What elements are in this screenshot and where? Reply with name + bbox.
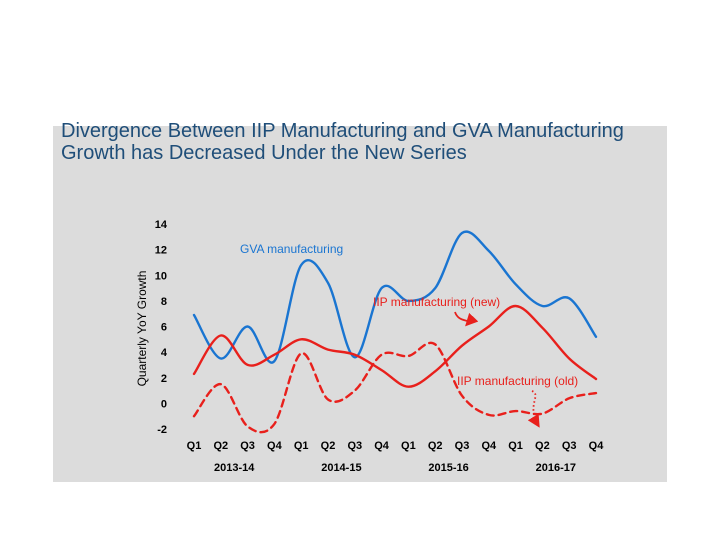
iip-manufacturing-old-line <box>192 341 598 434</box>
series-annotation-label: GVA manufacturing <box>240 242 343 256</box>
y-tick-label: 6 <box>161 322 167 334</box>
series-annotation-label: IIP manufacturing (new) <box>373 295 500 309</box>
year-group-label: 2014-15 <box>321 462 361 474</box>
x-tick-label: Q4 <box>374 440 390 452</box>
iip-manufacturing-new-line <box>192 304 598 388</box>
x-tick-label: Q2 <box>535 440 550 452</box>
x-tick-label: Q3 <box>240 440 255 452</box>
line-chart: 14 12 10 8 6 4 2 0 -2 Quarterly YoY Growth Q1 Q2 Q3 Q… <box>135 219 605 474</box>
y-tick-label: 14 <box>155 219 168 231</box>
y-tick-label: -2 <box>157 424 167 436</box>
x-tick-label: Q4 <box>481 440 497 452</box>
y-tick-label: 0 <box>161 398 167 410</box>
x-tick-label: Q3 <box>347 440 362 452</box>
y-tick-label: 10 <box>155 270 167 282</box>
x-tick-label: Q1 <box>187 440 202 452</box>
gva-manufacturing-line <box>192 230 598 364</box>
y-tick-label: 2 <box>161 373 167 385</box>
y-axis-label: Quarterly YoY Growth <box>135 271 149 387</box>
x-tick-label: Q1 <box>508 440 523 452</box>
x-tick-label: Q4 <box>589 440 605 452</box>
annotation-arrow <box>454 311 479 327</box>
x-tick-label: Q1 <box>294 440 309 452</box>
x-tick-label: Q2 <box>428 440 443 452</box>
year-group-label: 2013-14 <box>214 462 255 474</box>
x-tick-label: Q3 <box>455 440 470 452</box>
x-tick-label: Q2 <box>213 440 228 452</box>
x-tick-label: Q3 <box>562 440 577 452</box>
annotation-arrow <box>527 390 540 428</box>
y-tick-label: 4 <box>161 347 168 359</box>
year-group-label: 2016-17 <box>536 462 576 474</box>
y-tick-label: 12 <box>155 245 167 257</box>
x-tick-label: Q4 <box>267 440 283 452</box>
chart-title: Divergence Between IIP Manufacturing and… <box>61 120 624 164</box>
x-tick-label: Q2 <box>321 440 336 452</box>
slide-panel: Divergence Between IIP Manufacturing and… <box>53 120 667 482</box>
series-annotation-label: IIP manufacturing (old) <box>457 374 578 388</box>
y-tick-label: 8 <box>161 296 167 308</box>
x-tick-label: Q1 <box>401 440 416 452</box>
year-group-label: 2015-16 <box>428 462 468 474</box>
